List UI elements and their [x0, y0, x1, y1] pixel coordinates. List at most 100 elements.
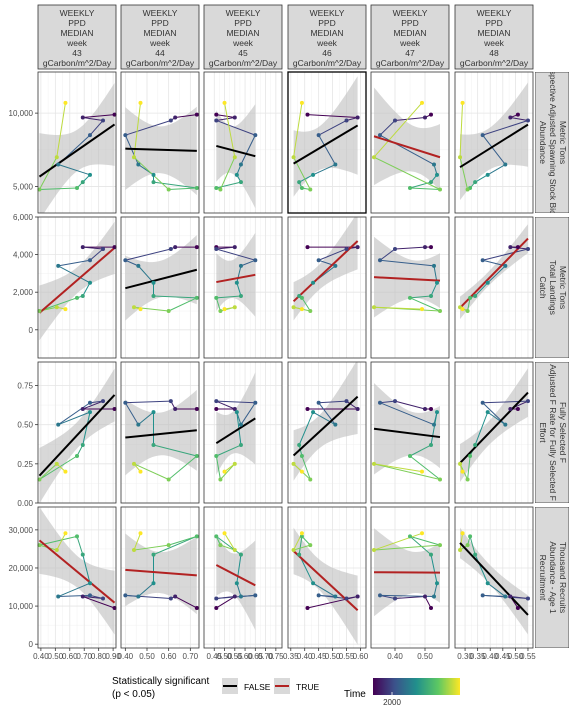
- data-point: [429, 443, 433, 448]
- time-path-segment: [125, 248, 171, 261]
- time-path-segment: [409, 187, 441, 190]
- panel-r3-c6: [454, 361, 534, 504]
- time-path-segment: [467, 455, 471, 480]
- time-path-segment: [240, 402, 256, 425]
- data-point: [515, 245, 520, 250]
- data-point: [299, 186, 304, 191]
- row-strip-box: [535, 362, 569, 503]
- time-path-segment: [58, 411, 91, 426]
- data-point: [56, 162, 61, 167]
- col-strip-line: gCarbon/m^2/Day: [293, 58, 362, 68]
- panel-r3-c4: [287, 361, 367, 504]
- data-point: [214, 112, 219, 117]
- data-point: [238, 443, 243, 448]
- panel-r2-c5: [370, 216, 450, 359]
- legend-sig-title: Statistically significant: [112, 676, 209, 687]
- time-path-segment: [469, 536, 476, 555]
- data-point: [316, 258, 321, 263]
- time-path-segment: [409, 444, 432, 457]
- row-strip-line: Abundance - Age 1: [548, 541, 558, 614]
- confidence-band: [293, 217, 358, 321]
- data-point: [112, 605, 117, 610]
- time-path-segment: [459, 157, 469, 190]
- data-point: [238, 180, 243, 185]
- data-point: [435, 410, 439, 415]
- data-point: [214, 605, 219, 610]
- x-tick-label: 0.50: [139, 652, 155, 661]
- data-point: [465, 309, 470, 313]
- data-point: [80, 443, 85, 448]
- panel-r1-c2: [120, 71, 200, 214]
- time-path-segment: [240, 259, 256, 267]
- time-path-segment: [58, 582, 91, 598]
- data-point: [136, 422, 141, 427]
- data-point: [218, 187, 223, 192]
- panel-r4-c5: [370, 506, 450, 649]
- time-path-segment: [58, 259, 91, 267]
- time-path-segment: [379, 120, 396, 136]
- time-path-segment: [137, 265, 154, 284]
- data-point: [525, 596, 530, 601]
- x-tick-label: 0.80: [91, 652, 107, 661]
- time-path-segment: [216, 596, 236, 609]
- data-point: [234, 280, 239, 285]
- data-point: [393, 246, 397, 251]
- time-path-segment: [76, 536, 84, 555]
- data-point: [299, 295, 304, 300]
- x-tick-label: 0.40: [482, 652, 498, 661]
- data-point: [480, 258, 485, 263]
- facet-row-strip-3: Effort Adjusted F Rate for Fully Selected…: [535, 362, 569, 503]
- time-path-segment: [318, 134, 336, 165]
- data-point: [305, 407, 310, 411]
- time-path-segment: [236, 282, 242, 297]
- data-point: [308, 187, 313, 192]
- data-point: [485, 280, 490, 285]
- panel-r3-c1: [37, 361, 117, 504]
- panel-r1-c3: [203, 71, 283, 214]
- data-point: [480, 593, 485, 598]
- legend-time-title: Time: [344, 689, 366, 700]
- data-point: [151, 410, 156, 415]
- data-point: [37, 543, 42, 548]
- x-tick-label: 0.35: [470, 652, 486, 661]
- data-point: [238, 594, 243, 599]
- time-path-segment: [482, 134, 506, 165]
- confidence-band: [293, 362, 358, 481]
- time-path-segment: [307, 114, 358, 119]
- data-point: [458, 548, 463, 553]
- regression-line: [38, 123, 116, 178]
- data-point: [460, 100, 465, 105]
- data-point: [515, 605, 520, 610]
- data-point: [465, 477, 470, 482]
- x-tick-label: 0.40: [297, 652, 313, 661]
- panel-r1-c5: [370, 71, 450, 214]
- data-point: [503, 422, 508, 427]
- data-point: [378, 400, 382, 405]
- col-strip-line: 48: [489, 48, 499, 58]
- time-path-segment: [318, 402, 336, 425]
- panel-r3-c2: [120, 361, 200, 504]
- panel-border: [37, 506, 117, 649]
- time-path-segment: [409, 455, 441, 480]
- data-point: [378, 133, 382, 138]
- data-point: [355, 245, 360, 250]
- data-point: [460, 469, 465, 474]
- regression-line: [292, 240, 359, 303]
- data-point: [173, 245, 178, 250]
- y-tick-label: 10,000: [9, 602, 34, 611]
- data-point: [344, 246, 349, 251]
- data-point: [168, 399, 173, 404]
- data-point: [485, 172, 490, 177]
- col-strip-box: [454, 4, 534, 70]
- panel-border: [203, 71, 283, 214]
- data-point: [460, 531, 465, 536]
- time-path-segment: [168, 297, 198, 312]
- data-point: [112, 407, 117, 411]
- data-point: [54, 461, 59, 466]
- data-point: [435, 581, 439, 586]
- data-point: [378, 258, 382, 263]
- regression-line: [293, 124, 359, 165]
- time-path-segment: [216, 117, 235, 121]
- data-point: [138, 100, 143, 105]
- data-point: [168, 118, 173, 123]
